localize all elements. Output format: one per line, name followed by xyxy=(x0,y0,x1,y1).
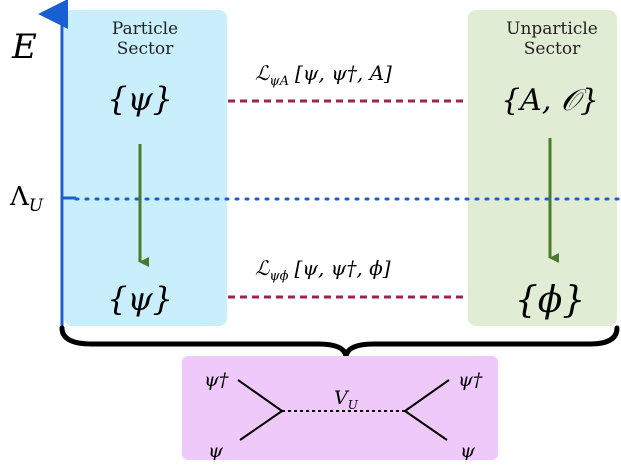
feynman-diagram-box xyxy=(182,356,498,460)
particle-sector-box xyxy=(64,10,227,326)
unparticle-title-line1: Unparticle xyxy=(506,19,598,39)
upper-lagrangian-args: [ψ, ψ†, A] xyxy=(295,61,392,85)
top-right-label: ψ† xyxy=(458,369,483,391)
bottom-left-fermion-line xyxy=(239,410,283,441)
lower-lagrangian: ℒψϕ [ψ, ψ†, ϕ] xyxy=(255,256,391,284)
unparticle-title-line2: Sector xyxy=(524,39,581,59)
top-left-fermion-line xyxy=(237,379,283,412)
top-right-fermion-line xyxy=(404,379,450,412)
energy-label: E xyxy=(11,27,37,67)
propagator-label: VU xyxy=(334,387,359,412)
unparticle-bottom-field: {ϕ} xyxy=(515,280,585,321)
grouping-brace xyxy=(59,325,620,359)
bottom-right-label: ψ xyxy=(460,440,476,460)
bottom-left-label: ψ xyxy=(208,440,224,460)
particle-top-field: {ψ} xyxy=(107,80,173,118)
unparticle-top-field: {A, 𝒪} xyxy=(501,83,599,118)
scale-subscript: U xyxy=(29,196,44,216)
upper-lagrangian: ℒψA [ψ, ψ†, A] xyxy=(255,61,392,89)
propagator-sub: U xyxy=(348,398,359,412)
unparticle-sector-box xyxy=(468,10,617,326)
particle-bottom-field: {ψ} xyxy=(107,280,173,318)
bottom-right-fermion-line xyxy=(404,410,448,441)
scale-label: ΛU xyxy=(9,182,44,216)
particle-title-line2: Sector xyxy=(117,39,174,59)
lower-lagrangian-args: [ψ, ψ†, ϕ] xyxy=(294,256,390,280)
lower-lagrangian-sub: ψϕ xyxy=(269,269,288,284)
particle-title-line1: Particle xyxy=(112,19,178,39)
upper-lagrangian-sub: ψA xyxy=(269,74,289,89)
top-left-label: ψ† xyxy=(204,369,229,391)
